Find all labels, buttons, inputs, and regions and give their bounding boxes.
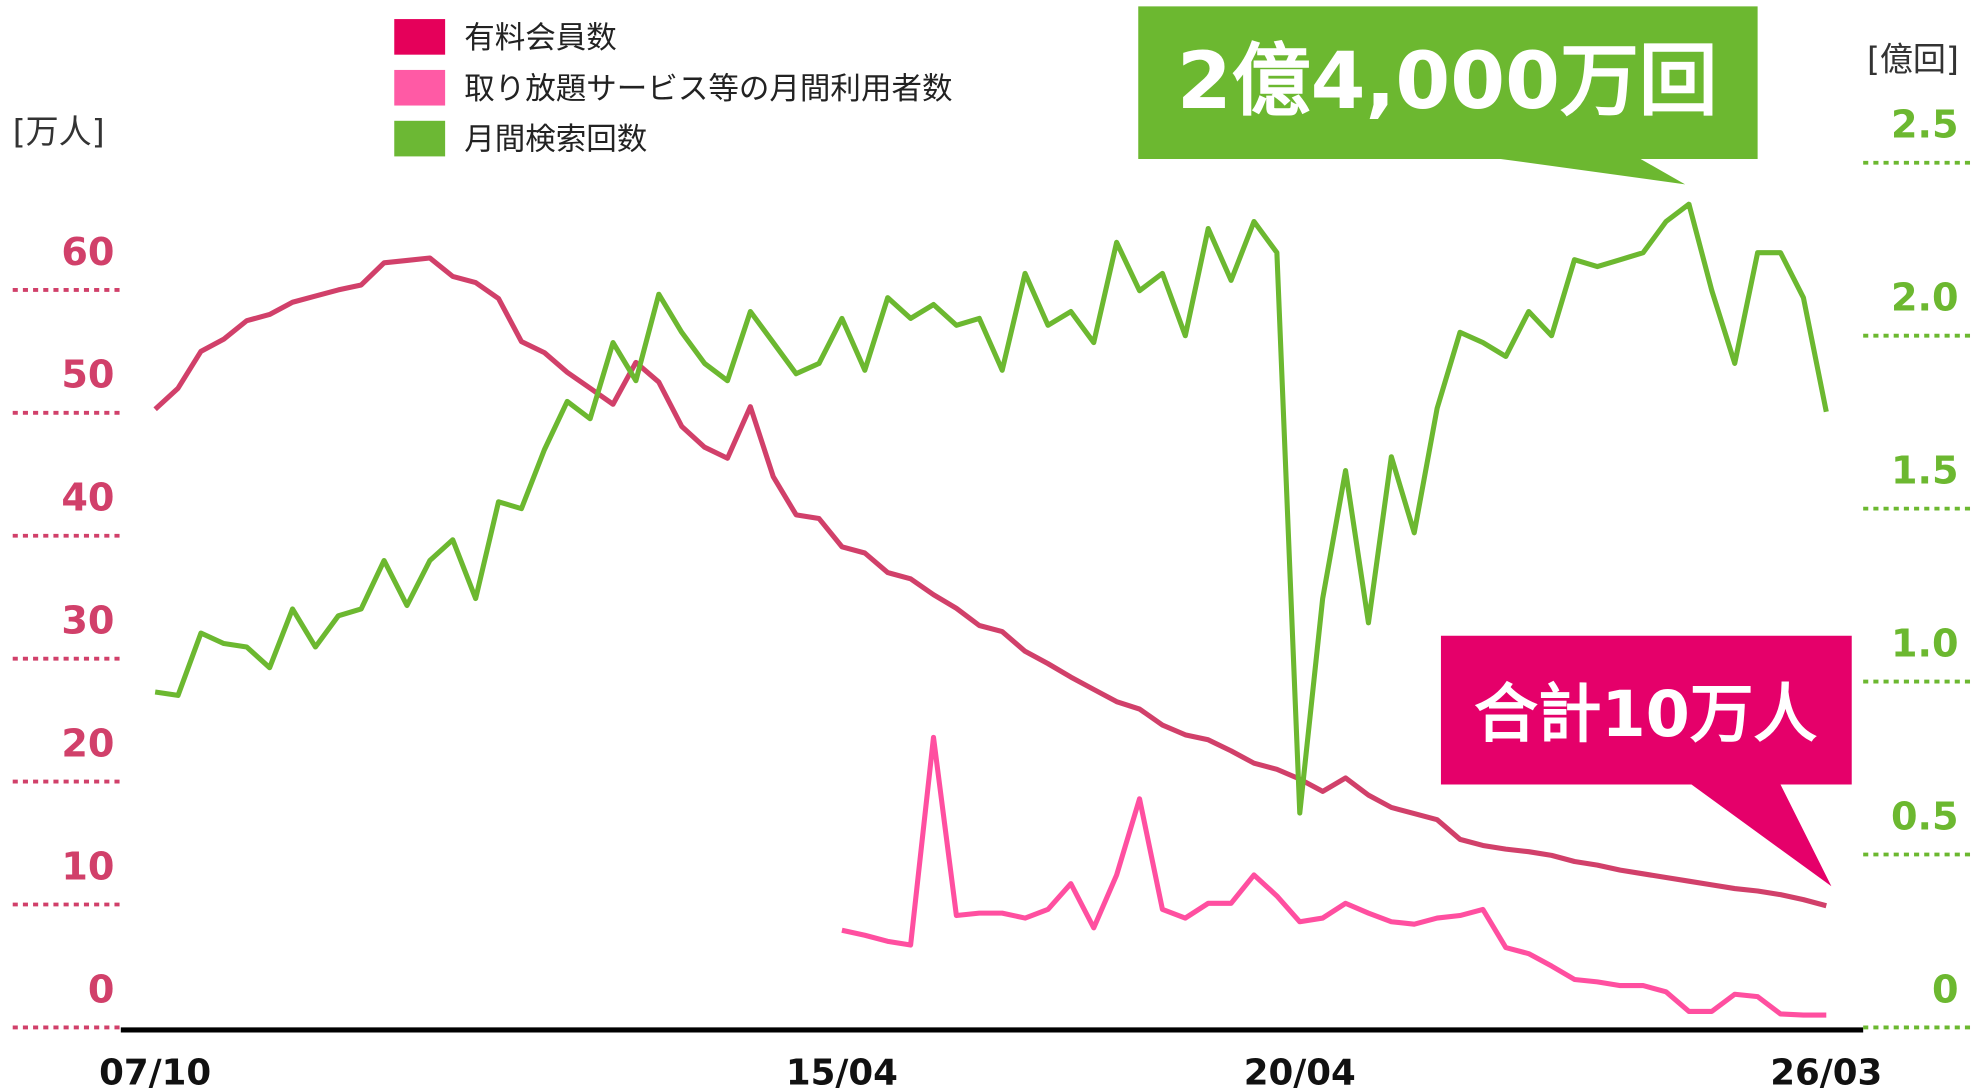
legend-label: 取り放題サービス等の月間利用者数	[464, 72, 952, 107]
x-tick-label: 20/04	[1244, 1052, 1356, 1091]
y-tick-label: 0	[88, 967, 115, 1011]
y2-axis-label: [億回]	[1867, 40, 1959, 79]
legend-swatch	[394, 120, 446, 157]
x-tick-label: 07/10	[99, 1052, 211, 1091]
legend-label: 月間検索回数	[464, 123, 647, 158]
y-tick-label: 60	[61, 230, 114, 274]
y-tick-label: 10	[61, 844, 114, 888]
callout-box	[1138, 6, 1758, 185]
y2-tick-label: 0	[1932, 967, 1959, 1011]
y2-tick-label: 2.0	[1891, 276, 1959, 320]
y2-tick-label: 2.5	[1891, 103, 1959, 147]
x-tick-label: 26/03	[1770, 1052, 1882, 1091]
legend-label: 有料会員数	[464, 21, 617, 56]
series-line	[841, 734, 1827, 1018]
y-axis-label: [万人]	[13, 112, 105, 151]
y2-tick-label: 0.5	[1891, 794, 1959, 838]
series-line	[154, 201, 1829, 816]
y2-tick-label: 1.0	[1891, 621, 1959, 665]
y-tick-label: 50	[61, 353, 114, 397]
legend-swatch	[394, 69, 446, 106]
x-tick-label: 15/04	[786, 1052, 898, 1091]
y-tick-label: 40	[61, 476, 114, 520]
series-line	[153, 255, 1827, 909]
legend-swatch	[394, 19, 446, 55]
y-tick-label: 20	[61, 721, 114, 765]
annotation: 2億4,000万回	[1177, 35, 1718, 127]
annotation: 合計10万人	[1474, 677, 1817, 751]
y-tick-label: 30	[61, 599, 114, 643]
callout-box	[1440, 635, 1852, 887]
y2-tick-label: 1.5	[1891, 449, 1959, 493]
